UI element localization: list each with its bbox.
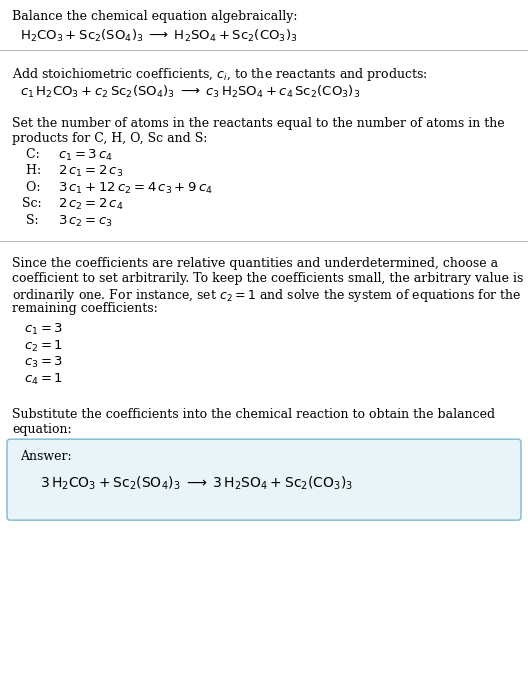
Text: $2\,c_1 = 2\,c_3$: $2\,c_1 = 2\,c_3$	[58, 164, 124, 179]
Text: $c_2 = 1$: $c_2 = 1$	[24, 339, 63, 354]
Text: equation:: equation:	[12, 423, 72, 436]
Text: $c_1\,\mathrm{H_2CO_3} + c_2\,\mathrm{Sc_2(SO_4)_3} \;\longrightarrow\; c_3\,\ma: $c_1\,\mathrm{H_2CO_3} + c_2\,\mathrm{Sc…	[20, 84, 360, 100]
Text: products for C, H, O, Sc and S:: products for C, H, O, Sc and S:	[12, 132, 208, 145]
Text: Since the coefficients are relative quantities and underdetermined, choose a: Since the coefficients are relative quan…	[12, 258, 498, 270]
Text: Sc:: Sc:	[22, 197, 42, 210]
Text: Answer:: Answer:	[20, 450, 72, 463]
Text: C:: C:	[22, 148, 40, 161]
Text: $\mathrm{H_2CO_3 + Sc_2(SO_4)_3 \;\longrightarrow\; H_2SO_4 + Sc_2(CO_3)_3}$: $\mathrm{H_2CO_3 + Sc_2(SO_4)_3 \;\longr…	[20, 28, 297, 44]
Text: $3\,c_1 + 12\,c_2 = 4\,c_3 + 9\,c_4$: $3\,c_1 + 12\,c_2 = 4\,c_3 + 9\,c_4$	[58, 181, 213, 196]
Text: Add stoichiometric coefficients, $c_i$, to the reactants and products:: Add stoichiometric coefficients, $c_i$, …	[12, 66, 428, 83]
FancyBboxPatch shape	[7, 439, 521, 520]
Text: $3\,\mathrm{H_2CO_3} + \mathrm{Sc_2(SO_4)_3} \;\longrightarrow\; 3\,\mathrm{H_2S: $3\,\mathrm{H_2CO_3} + \mathrm{Sc_2(SO_4…	[40, 475, 353, 492]
Text: $c_4 = 1$: $c_4 = 1$	[24, 372, 63, 387]
Text: Set the number of atoms in the reactants equal to the number of atoms in the: Set the number of atoms in the reactants…	[12, 117, 505, 130]
Text: coefficient to set arbitrarily. To keep the coefficients small, the arbitrary va: coefficient to set arbitrarily. To keep …	[12, 272, 523, 285]
Text: S:: S:	[22, 214, 39, 227]
Text: Substitute the coefficients into the chemical reaction to obtain the balanced: Substitute the coefficients into the che…	[12, 408, 495, 421]
Text: H:: H:	[22, 164, 41, 177]
Text: $3\,c_2 = c_3$: $3\,c_2 = c_3$	[58, 214, 113, 229]
Text: ordinarily one. For instance, set $c_2 = 1$ and solve the system of equations fo: ordinarily one. For instance, set $c_2 =…	[12, 287, 522, 304]
Text: Balance the chemical equation algebraically:: Balance the chemical equation algebraica…	[12, 10, 297, 23]
Text: remaining coefficients:: remaining coefficients:	[12, 302, 158, 315]
Text: O:: O:	[22, 181, 41, 194]
Text: $c_1 = 3$: $c_1 = 3$	[24, 322, 63, 337]
Text: $c_1 = 3\,c_4$: $c_1 = 3\,c_4$	[58, 148, 113, 163]
Text: $c_3 = 3$: $c_3 = 3$	[24, 355, 63, 370]
Text: $2\,c_2 = 2\,c_4$: $2\,c_2 = 2\,c_4$	[58, 197, 124, 212]
